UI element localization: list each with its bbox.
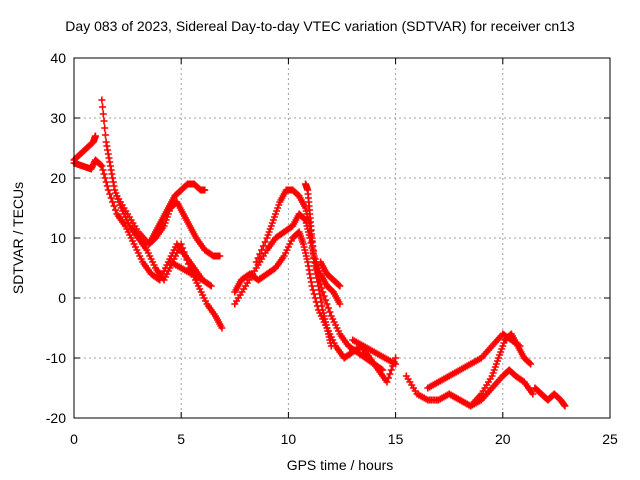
data-point	[179, 244, 187, 252]
data-point	[101, 174, 109, 182]
data-point	[177, 240, 185, 248]
y-tick-label: 40	[50, 50, 66, 66]
data-point	[527, 360, 535, 368]
data-point	[91, 132, 99, 140]
series-arc-k	[317, 258, 344, 290]
data-point	[327, 342, 335, 350]
y-tick-label: 20	[50, 170, 66, 186]
x-tick-label: 10	[281, 431, 297, 447]
series-arc-b	[70, 156, 215, 290]
data-point	[101, 131, 109, 139]
x-tick-label: 20	[495, 431, 511, 447]
data-point	[104, 186, 112, 194]
data-point	[101, 124, 109, 132]
data-point	[308, 282, 316, 290]
data-point	[259, 242, 267, 250]
data-point	[218, 324, 226, 332]
data-point	[384, 374, 392, 382]
data-point	[206, 281, 214, 289]
data-point	[111, 206, 119, 214]
data-point	[184, 260, 192, 268]
data-point	[99, 103, 107, 111]
data-point	[99, 166, 107, 174]
y-tick-label: 0	[58, 290, 66, 306]
data-point	[110, 202, 118, 210]
data-point	[526, 359, 534, 367]
data-point	[103, 182, 111, 190]
series-arc-e	[145, 180, 209, 248]
data-point	[392, 354, 400, 362]
data-point	[99, 110, 107, 118]
data-point	[201, 186, 209, 194]
x-tick-label: 25	[602, 431, 618, 447]
data-point	[392, 360, 400, 368]
data-point	[256, 250, 264, 258]
data-point	[180, 248, 188, 256]
data-point	[107, 194, 115, 202]
data-point	[98, 96, 106, 104]
data-point	[335, 281, 343, 289]
y-tick-label: 30	[50, 110, 66, 126]
data-point	[336, 282, 344, 290]
data-point	[100, 170, 108, 178]
data-point	[106, 190, 114, 198]
data-point	[324, 304, 332, 312]
data-point	[181, 252, 189, 260]
data-point	[383, 378, 391, 386]
data-point	[102, 178, 110, 186]
x-tick-labels: 0 5 10 15 20 25	[70, 431, 618, 447]
grid-lines	[74, 58, 610, 418]
x-tick-label: 0	[70, 431, 78, 447]
series-arc-o	[445, 330, 535, 410]
series-arc-p	[531, 384, 569, 410]
data-point	[326, 308, 334, 316]
data-point	[258, 246, 266, 254]
data-point	[309, 286, 317, 294]
data-point	[207, 282, 215, 290]
data-point	[100, 117, 108, 125]
series-arc-c	[98, 96, 226, 332]
data-point	[261, 238, 269, 246]
data-point	[98, 162, 106, 170]
y-tick-label: -20	[46, 410, 66, 426]
series-arc-a	[70, 132, 99, 164]
data-point	[561, 402, 569, 410]
data-point	[320, 292, 328, 300]
x-tick-label: 15	[388, 431, 404, 447]
data-point	[387, 366, 395, 374]
data-point	[529, 390, 537, 398]
data-point	[377, 365, 385, 373]
series-arc-l	[349, 336, 400, 368]
series-arc-j	[302, 180, 335, 350]
y-tick-labels: -20 -10 0 10 20 30 40	[46, 50, 66, 426]
y-tick-label: 10	[50, 230, 66, 246]
chart-title: Day 083 of 2023, Sidereal Day-to-day VTE…	[65, 18, 575, 34]
data-point	[379, 366, 387, 374]
data-point	[336, 300, 344, 308]
data-point	[199, 276, 207, 284]
data-points	[70, 96, 569, 410]
data-point	[216, 252, 224, 260]
data-point	[183, 256, 191, 264]
data-point	[252, 258, 260, 266]
data-point	[109, 198, 117, 206]
x-tick-label: 5	[177, 431, 185, 447]
series-arc-f	[166, 258, 207, 284]
data-point	[386, 370, 394, 378]
data-point	[97, 161, 105, 169]
data-point	[254, 254, 262, 262]
data-point	[322, 296, 330, 304]
data-point	[323, 300, 331, 308]
series-arc-i	[252, 186, 344, 308]
x-axis-label: GPS time / hours	[286, 457, 394, 473]
y-axis-label: SDTVAR / TECUs	[10, 181, 26, 295]
y-tick-label: -10	[46, 350, 66, 366]
axis-ticks	[73, 57, 611, 419]
